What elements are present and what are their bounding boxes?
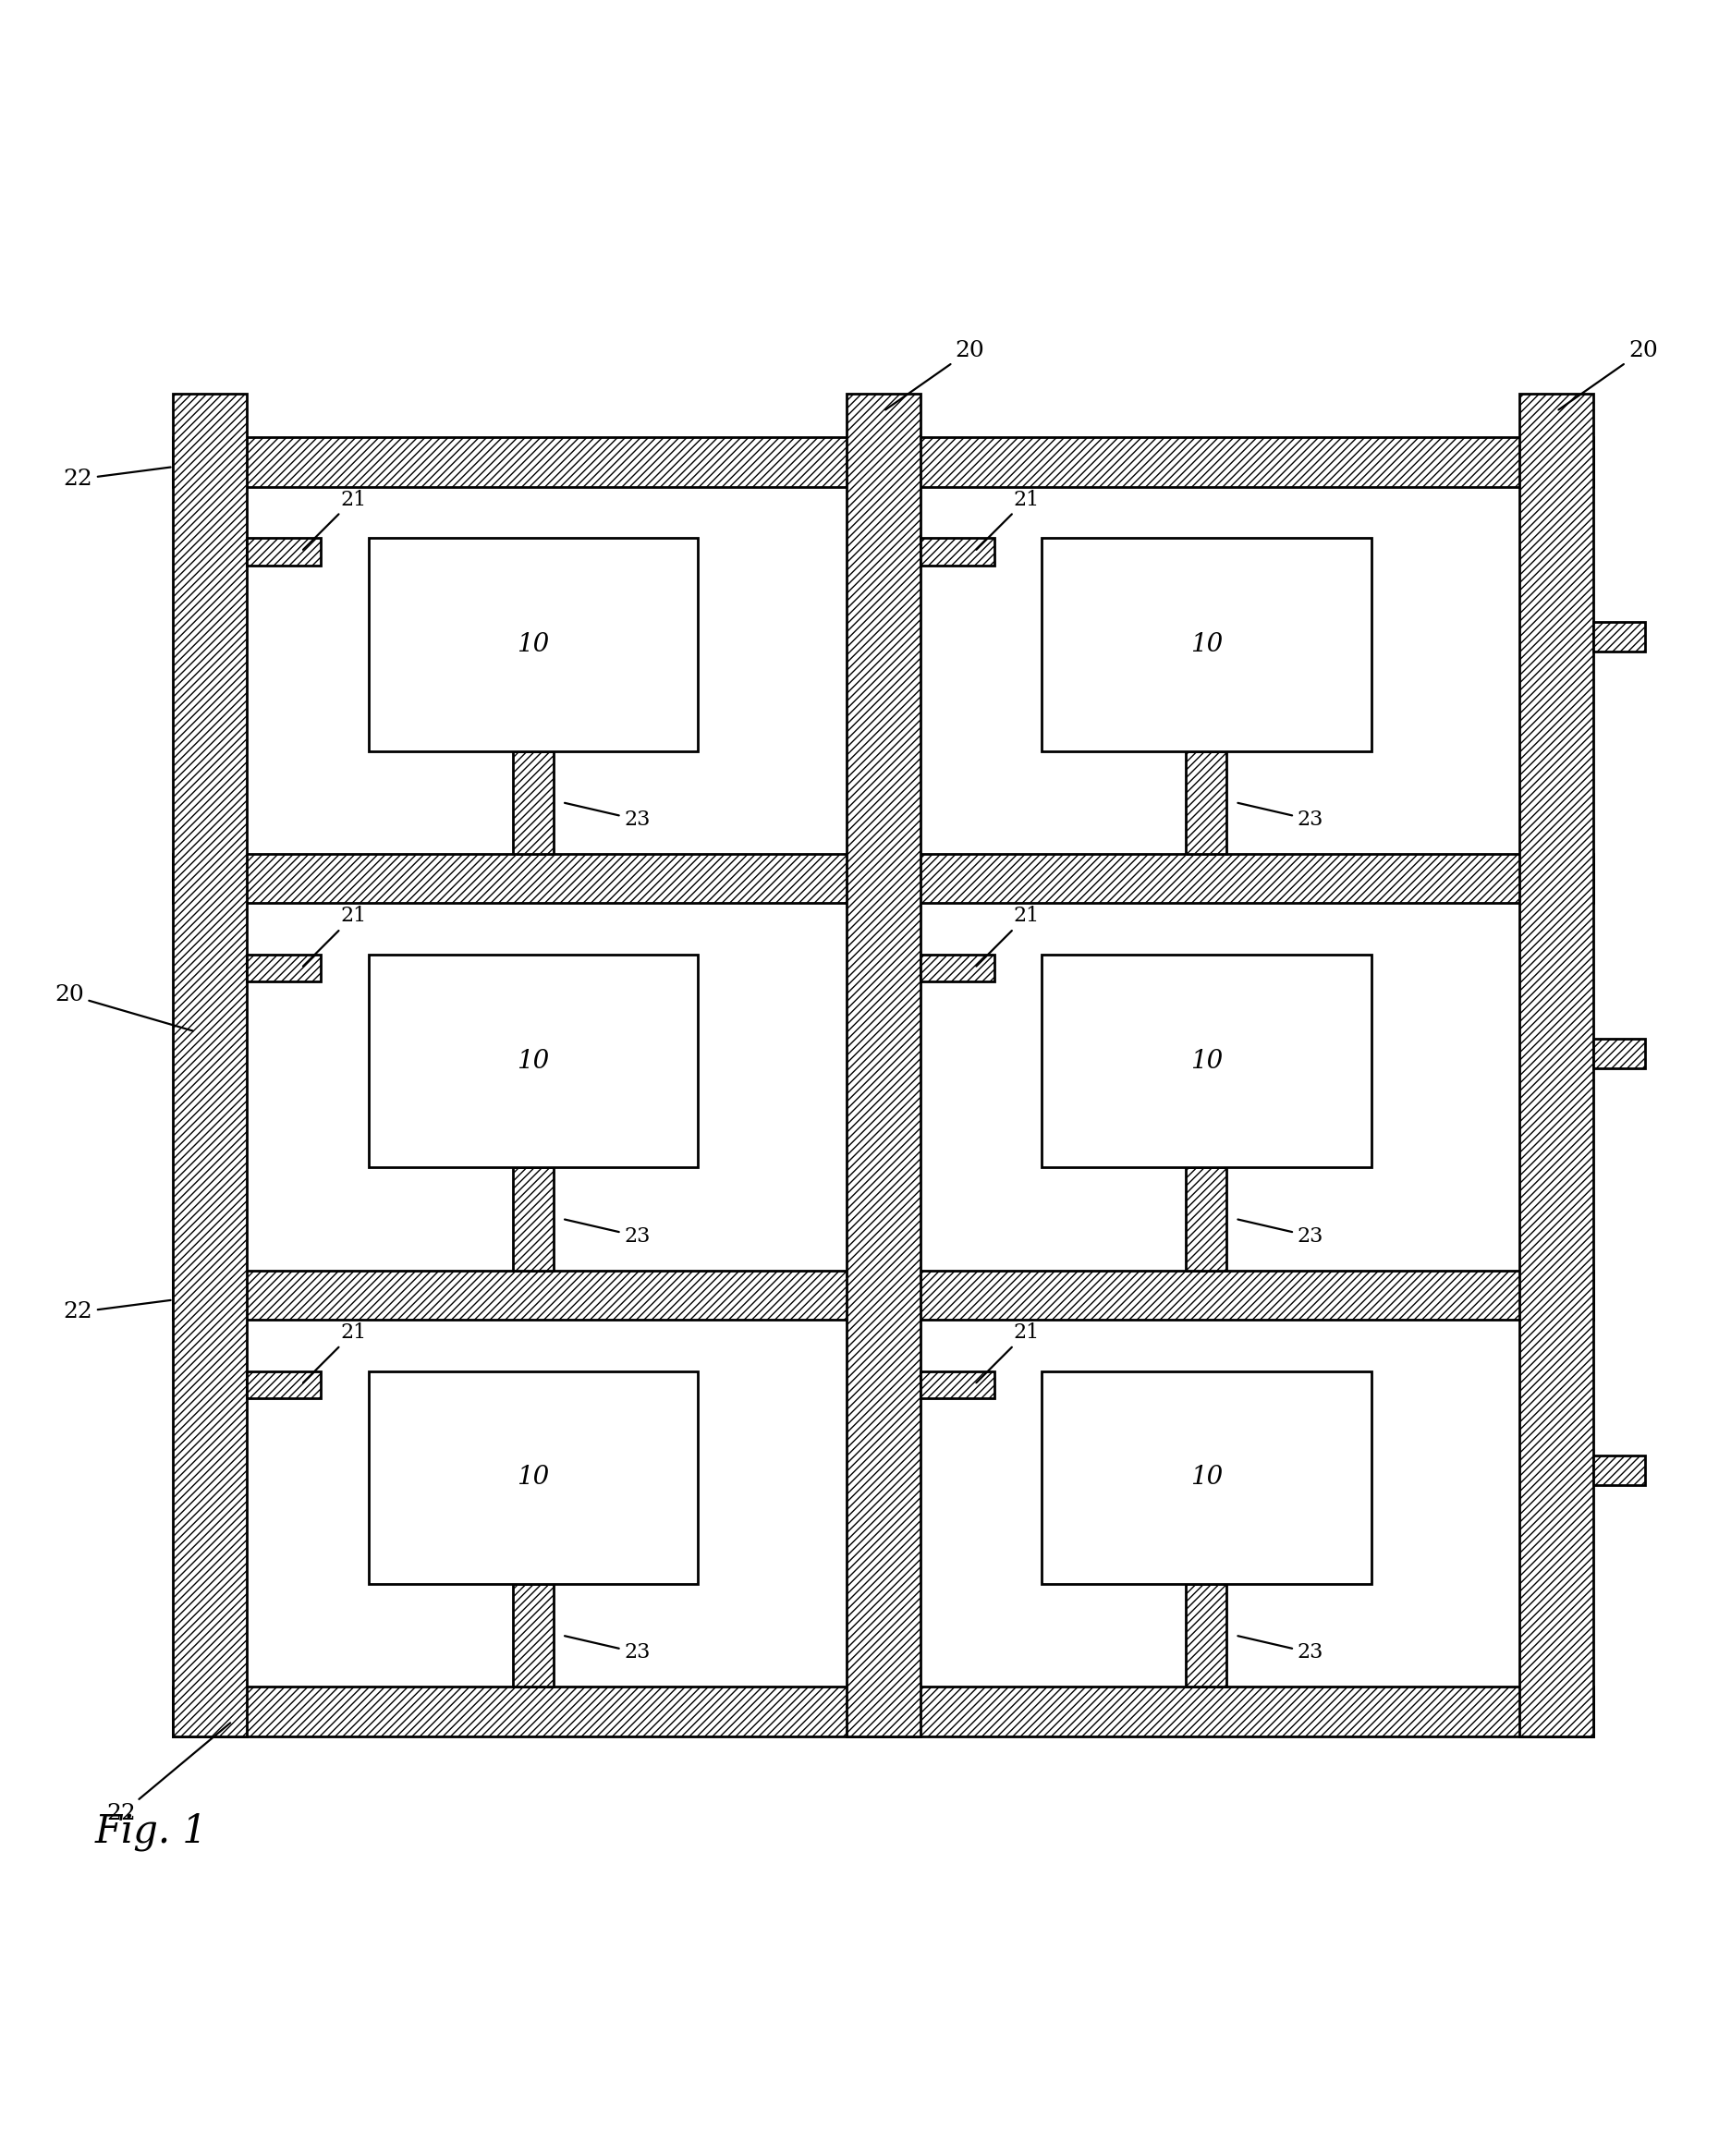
Text: 20: 20 [885,341,983,410]
Text: 23: 23 [564,1636,649,1662]
Bar [512,1585,554,1686]
Bar [1593,623,1644,651]
Bar [173,1270,1593,1319]
Text: 23: 23 [564,802,649,830]
Text: 21: 21 [303,906,365,966]
Bar [173,438,1593,487]
Text: 23: 23 [564,1220,649,1246]
Bar [919,955,994,981]
Text: 10: 10 [1189,632,1222,658]
Text: 23: 23 [1238,802,1322,830]
Text: 10: 10 [1189,1464,1222,1490]
Text: Fig. 1: Fig. 1 [95,1811,208,1850]
Text: 22: 22 [64,468,171,489]
Text: 22: 22 [107,1723,230,1824]
Bar [512,1166,554,1270]
Bar [173,395,248,1736]
Bar [1186,1585,1226,1686]
Bar [248,955,320,981]
Text: 10: 10 [516,632,549,658]
Bar [1593,1039,1644,1069]
Bar [1186,1166,1226,1270]
Bar [1040,539,1371,750]
Text: 22: 22 [64,1300,171,1324]
Text: 21: 21 [976,906,1039,966]
Text: 21: 21 [303,1322,365,1382]
Bar [248,1371,320,1397]
Text: 10: 10 [1189,1048,1222,1074]
Bar [919,539,994,565]
Text: 10: 10 [516,1464,549,1490]
Bar [512,750,554,854]
Bar [1186,750,1226,854]
Bar [369,539,698,750]
Bar [1593,1455,1644,1485]
Bar [1040,955,1371,1166]
Text: 21: 21 [976,1322,1039,1382]
Text: 20: 20 [1558,341,1657,410]
Bar [248,539,320,565]
Bar [1040,1371,1371,1585]
Bar [1518,395,1593,1736]
Bar [173,1686,1593,1736]
Text: 23: 23 [1238,1220,1322,1246]
Text: 21: 21 [303,489,365,550]
Bar [919,1371,994,1397]
Bar [369,1371,698,1585]
Bar [369,955,698,1166]
Text: 21: 21 [976,489,1039,550]
Text: 10: 10 [516,1048,549,1074]
Bar [173,854,1593,903]
Text: 23: 23 [1238,1636,1322,1662]
Text: 20: 20 [55,985,192,1031]
Bar [846,395,919,1736]
